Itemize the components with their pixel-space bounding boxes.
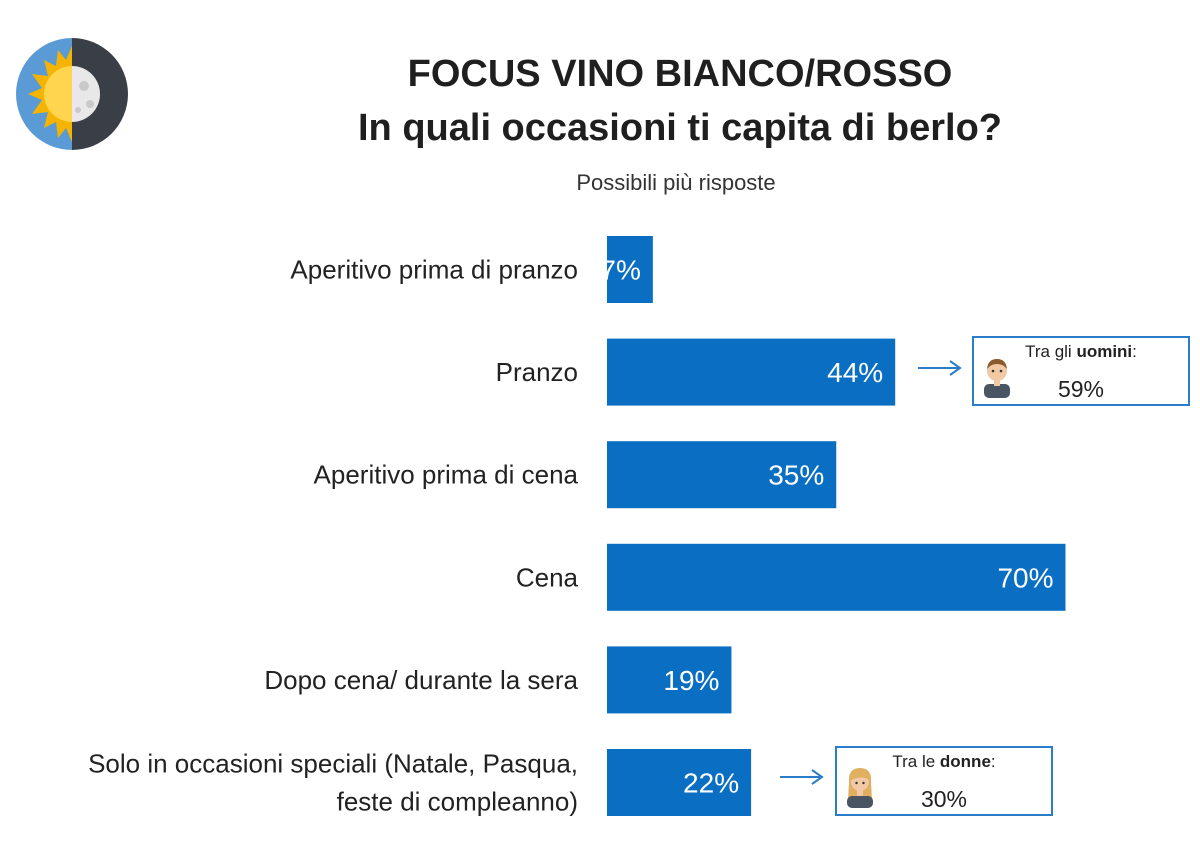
category-label: feste di compleanno) bbox=[337, 787, 578, 817]
data-label: 7% bbox=[600, 255, 640, 286]
category-label: Cena bbox=[516, 562, 579, 592]
men-callout-heading: Tra gli uomini: bbox=[1025, 342, 1137, 361]
bar bbox=[607, 441, 837, 509]
women-callout-heading: Tra le donne: bbox=[892, 752, 996, 771]
category-label: Pranzo bbox=[496, 357, 578, 387]
arrow-right-icon bbox=[780, 769, 824, 785]
men-callout: Tra gli uomini: 59% bbox=[972, 336, 1190, 406]
women-callout: Tra le donne: 30% bbox=[835, 746, 1053, 816]
data-label: 44% bbox=[827, 357, 883, 388]
day-night-logo-icon bbox=[16, 38, 128, 150]
chart-subtitle: Possibili più risposte bbox=[576, 170, 776, 195]
bar bbox=[607, 646, 732, 714]
arrow-right-icon bbox=[918, 360, 962, 376]
man-avatar-icon bbox=[984, 359, 1010, 398]
bar bbox=[607, 543, 1066, 611]
category-label: Aperitivo prima di pranzo bbox=[290, 255, 578, 285]
bar bbox=[607, 749, 752, 816]
chart-title: FOCUS VINO BIANCO/ROSSO bbox=[407, 53, 953, 95]
chart-question: In quali occasioni ti capita di berlo? bbox=[358, 107, 1002, 149]
data-label: 70% bbox=[997, 562, 1053, 593]
category-label: Aperitivo prima di cena bbox=[314, 460, 579, 490]
data-label: 22% bbox=[683, 768, 739, 799]
bar bbox=[607, 338, 896, 406]
bar bbox=[607, 236, 653, 303]
data-label: 35% bbox=[768, 460, 824, 491]
women-callout-value: 30% bbox=[920, 786, 968, 812]
men-callout-value: 59% bbox=[1057, 376, 1105, 402]
woman-avatar-icon bbox=[847, 768, 873, 808]
category-label: Solo in occasioni speciali (Natale, Pasq… bbox=[88, 749, 578, 779]
data-label: 19% bbox=[663, 665, 719, 696]
category-label: Dopo cena/ durante la sera bbox=[264, 665, 578, 695]
